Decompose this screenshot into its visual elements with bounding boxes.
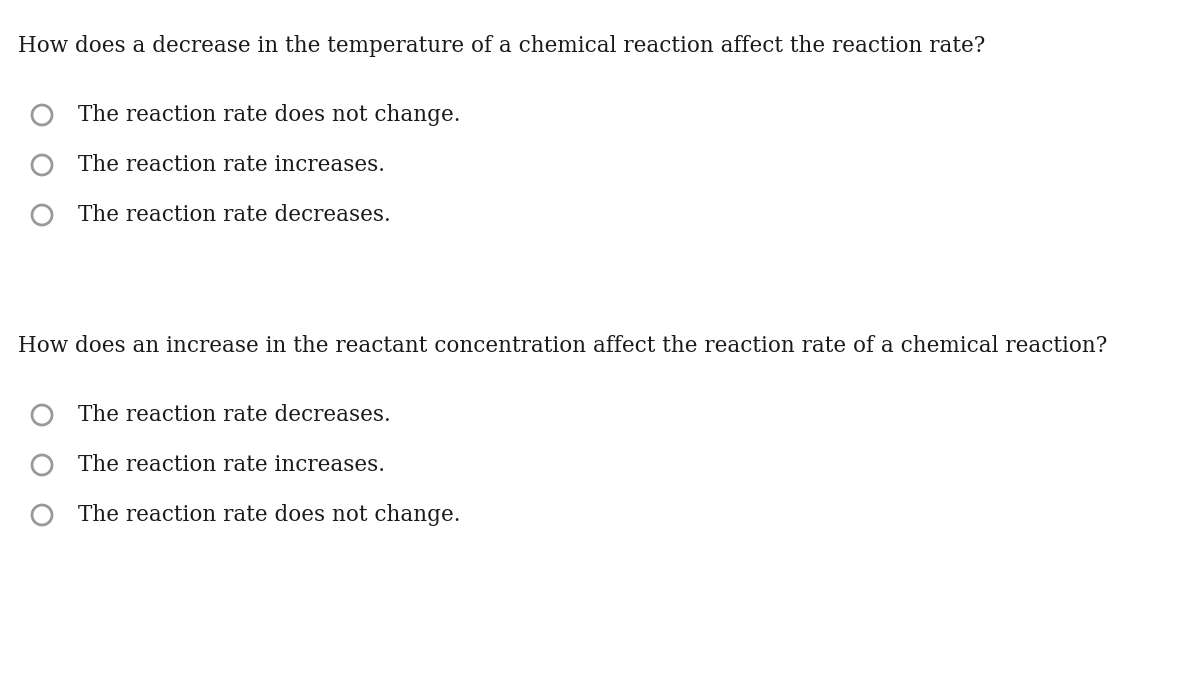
Text: The reaction rate does not change.: The reaction rate does not change. — [78, 504, 461, 526]
Text: The reaction rate increases.: The reaction rate increases. — [78, 154, 385, 176]
Text: The reaction rate increases.: The reaction rate increases. — [78, 454, 385, 476]
Text: The reaction rate does not change.: The reaction rate does not change. — [78, 104, 461, 126]
Text: How does a decrease in the temperature of a chemical reaction affect the reactio: How does a decrease in the temperature o… — [18, 35, 985, 57]
Text: How does an increase in the reactant concentration affect the reaction rate of a: How does an increase in the reactant con… — [18, 335, 1108, 357]
Text: The reaction rate decreases.: The reaction rate decreases. — [78, 404, 391, 426]
Text: The reaction rate decreases.: The reaction rate decreases. — [78, 204, 391, 226]
